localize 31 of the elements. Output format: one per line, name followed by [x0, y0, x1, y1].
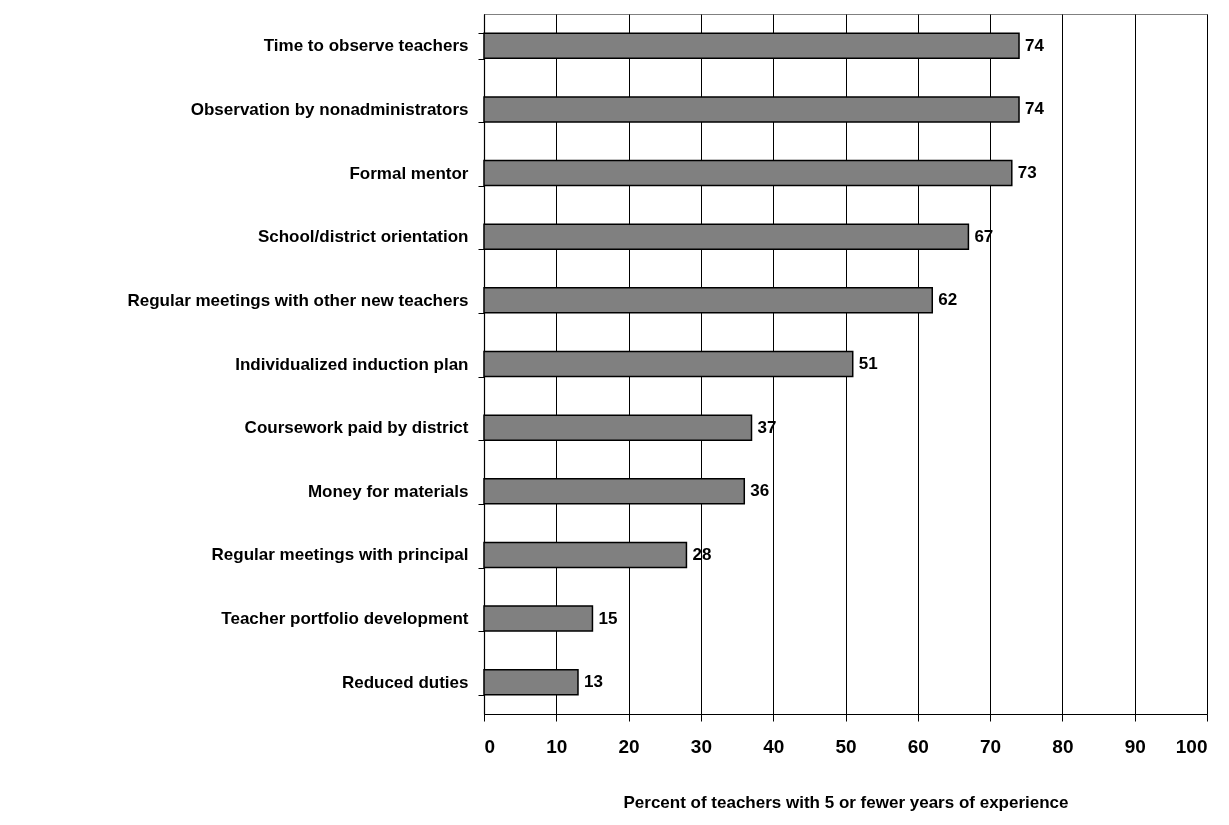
x-tick-label: 60: [907, 735, 929, 757]
x-tick-label: 0: [484, 735, 496, 757]
data-label: 73: [1017, 163, 1037, 183]
x-tick-label: 100: [1175, 735, 1208, 757]
y-tick-label: Observation by nonadministrators: [190, 99, 469, 119]
x-axis-title: Percent of teachers with 5 or fewer years of experience: [623, 792, 1069, 812]
data-label: 51: [858, 354, 878, 373]
y-tick-label: Time to observe teachers: [263, 36, 469, 56]
data-label: 74: [1025, 35, 1045, 55]
y-tick-label: Money for materials: [307, 481, 469, 501]
x-tick-label: 90: [1124, 735, 1146, 757]
data-label: 36: [750, 481, 770, 501]
x-tick-label: 20: [618, 735, 640, 757]
data-label: 74: [1025, 99, 1045, 119]
y-tick-label: Individualized induction plan: [235, 354, 469, 374]
y-tick-label: School/district orientation: [257, 227, 469, 247]
x-tick-label: 30: [690, 735, 712, 757]
y-tick-label: Coursework paid by district: [244, 418, 469, 438]
x-tick-label: 40: [763, 735, 785, 757]
y-tick-label: Regular meetings with principal: [211, 545, 469, 565]
data-label: 62: [938, 290, 958, 310]
data-label: 13: [583, 672, 603, 692]
y-tick-label: Formal mentor: [349, 163, 469, 183]
y-tick-label: Regular meetings with other new teachers: [127, 290, 469, 310]
x-tick-label: 10: [546, 735, 568, 757]
y-tick-label: Teacher portfolio development: [221, 609, 469, 629]
x-tick-label: 80: [1052, 735, 1074, 757]
x-tick-label: 70: [980, 735, 1002, 757]
data-label: 15: [598, 608, 618, 628]
x-tick-label: 50: [835, 735, 857, 757]
y-tick-label: Reduced duties: [341, 672, 469, 692]
